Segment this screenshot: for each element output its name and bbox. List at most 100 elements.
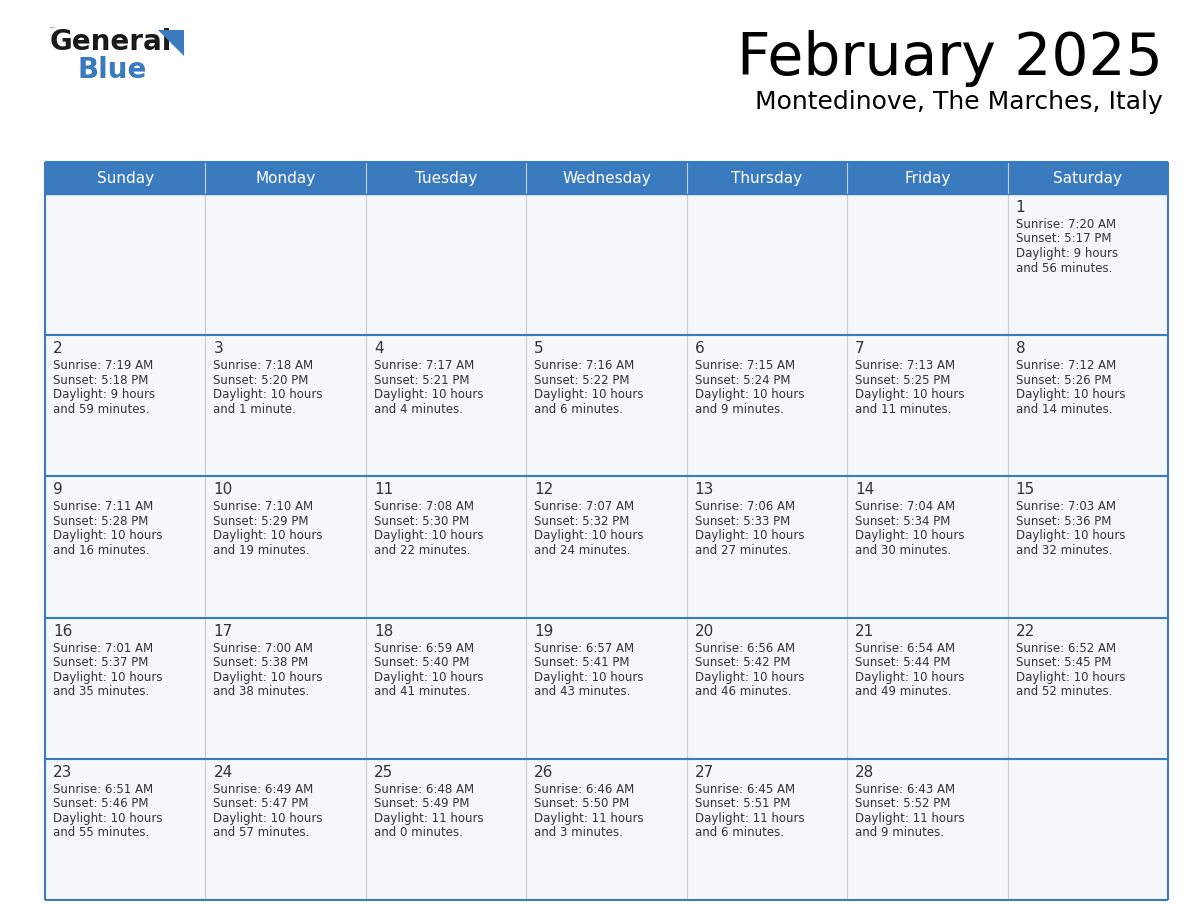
Text: 22: 22	[1016, 623, 1035, 639]
Text: 11: 11	[374, 482, 393, 498]
Text: Sunset: 5:49 PM: Sunset: 5:49 PM	[374, 798, 469, 811]
Text: 7: 7	[855, 341, 865, 356]
Text: Sunrise: 7:18 AM: Sunrise: 7:18 AM	[214, 359, 314, 372]
Text: and 16 minutes.: and 16 minutes.	[53, 543, 150, 557]
Text: Sunrise: 7:13 AM: Sunrise: 7:13 AM	[855, 359, 955, 372]
Text: Sunrise: 6:49 AM: Sunrise: 6:49 AM	[214, 783, 314, 796]
Text: 24: 24	[214, 765, 233, 779]
Text: Sunrise: 6:48 AM: Sunrise: 6:48 AM	[374, 783, 474, 796]
Text: 21: 21	[855, 623, 874, 639]
Bar	[687, 162, 847, 194]
Text: and 11 minutes.: and 11 minutes.	[855, 403, 952, 416]
Bar	[206, 476, 366, 618]
Text: Daylight: 10 hours: Daylight: 10 hours	[695, 671, 804, 684]
Bar	[687, 335, 847, 476]
Text: Sunrise: 6:59 AM: Sunrise: 6:59 AM	[374, 642, 474, 655]
Text: Daylight: 10 hours: Daylight: 10 hours	[214, 671, 323, 684]
Bar	[206, 162, 366, 194]
Text: and 22 minutes.: and 22 minutes.	[374, 543, 470, 557]
Text: and 30 minutes.: and 30 minutes.	[855, 543, 952, 557]
Text: 8: 8	[1016, 341, 1025, 356]
Bar	[45, 476, 206, 618]
Text: Sunrise: 7:11 AM: Sunrise: 7:11 AM	[53, 500, 153, 513]
Bar	[366, 335, 526, 476]
Text: and 59 minutes.: and 59 minutes.	[53, 403, 150, 416]
Text: Daylight: 10 hours: Daylight: 10 hours	[214, 812, 323, 824]
Text: Daylight: 10 hours: Daylight: 10 hours	[53, 530, 163, 543]
Text: Blue: Blue	[78, 56, 147, 84]
Bar	[366, 618, 526, 759]
Text: Sunset: 5:51 PM: Sunset: 5:51 PM	[695, 798, 790, 811]
Text: Daylight: 10 hours: Daylight: 10 hours	[1016, 671, 1125, 684]
Bar	[526, 759, 687, 900]
Text: 6: 6	[695, 341, 704, 356]
Text: and 3 minutes.: and 3 minutes.	[535, 826, 624, 839]
Text: Friday: Friday	[904, 171, 950, 185]
Bar	[847, 162, 1007, 194]
Text: Sunset: 5:21 PM: Sunset: 5:21 PM	[374, 374, 469, 386]
Bar	[366, 476, 526, 618]
Text: 15: 15	[1016, 482, 1035, 498]
Text: Sunset: 5:28 PM: Sunset: 5:28 PM	[53, 515, 148, 528]
Text: Daylight: 11 hours: Daylight: 11 hours	[695, 812, 804, 824]
Text: Sunset: 5:34 PM: Sunset: 5:34 PM	[855, 515, 950, 528]
Text: Sunset: 5:40 PM: Sunset: 5:40 PM	[374, 656, 469, 669]
Text: Sunrise: 7:00 AM: Sunrise: 7:00 AM	[214, 642, 314, 655]
Bar	[45, 162, 206, 194]
Text: Daylight: 10 hours: Daylight: 10 hours	[535, 388, 644, 401]
Bar	[366, 759, 526, 900]
Text: Montedinove, The Marches, Italy: Montedinove, The Marches, Italy	[756, 90, 1163, 114]
Text: and 43 minutes.: and 43 minutes.	[535, 685, 631, 698]
Text: and 19 minutes.: and 19 minutes.	[214, 543, 310, 557]
Text: 3: 3	[214, 341, 223, 356]
Text: Sunrise: 7:07 AM: Sunrise: 7:07 AM	[535, 500, 634, 513]
Text: and 6 minutes.: and 6 minutes.	[535, 403, 624, 416]
Text: 16: 16	[53, 623, 72, 639]
Bar	[847, 335, 1007, 476]
Bar	[45, 194, 206, 335]
Text: Daylight: 10 hours: Daylight: 10 hours	[535, 671, 644, 684]
Text: Daylight: 10 hours: Daylight: 10 hours	[695, 530, 804, 543]
Text: 10: 10	[214, 482, 233, 498]
Text: 1: 1	[1016, 200, 1025, 215]
Text: Daylight: 10 hours: Daylight: 10 hours	[1016, 530, 1125, 543]
Text: Sunset: 5:42 PM: Sunset: 5:42 PM	[695, 656, 790, 669]
Text: Sunset: 5:37 PM: Sunset: 5:37 PM	[53, 656, 148, 669]
Text: Sunrise: 7:10 AM: Sunrise: 7:10 AM	[214, 500, 314, 513]
Bar	[206, 335, 366, 476]
Text: Daylight: 10 hours: Daylight: 10 hours	[374, 671, 484, 684]
Bar	[526, 194, 687, 335]
Text: and 6 minutes.: and 6 minutes.	[695, 826, 784, 839]
Text: Sunrise: 7:19 AM: Sunrise: 7:19 AM	[53, 359, 153, 372]
Text: Daylight: 10 hours: Daylight: 10 hours	[695, 388, 804, 401]
Text: Sunrise: 6:51 AM: Sunrise: 6:51 AM	[53, 783, 153, 796]
Text: Sunrise: 7:04 AM: Sunrise: 7:04 AM	[855, 500, 955, 513]
Text: Wednesday: Wednesday	[562, 171, 651, 185]
Text: 18: 18	[374, 623, 393, 639]
Text: 17: 17	[214, 623, 233, 639]
Text: Sunrise: 7:06 AM: Sunrise: 7:06 AM	[695, 500, 795, 513]
Text: Daylight: 10 hours: Daylight: 10 hours	[855, 388, 965, 401]
Text: 4: 4	[374, 341, 384, 356]
Text: Sunrise: 7:16 AM: Sunrise: 7:16 AM	[535, 359, 634, 372]
Text: and 0 minutes.: and 0 minutes.	[374, 826, 463, 839]
Text: Sunset: 5:20 PM: Sunset: 5:20 PM	[214, 374, 309, 386]
Bar	[526, 162, 687, 194]
Text: Monday: Monday	[255, 171, 316, 185]
Text: Sunday: Sunday	[96, 171, 153, 185]
Text: Sunrise: 7:01 AM: Sunrise: 7:01 AM	[53, 642, 153, 655]
Text: Daylight: 10 hours: Daylight: 10 hours	[214, 388, 323, 401]
Text: Sunset: 5:24 PM: Sunset: 5:24 PM	[695, 374, 790, 386]
Text: and 57 minutes.: and 57 minutes.	[214, 826, 310, 839]
Text: Tuesday: Tuesday	[415, 171, 478, 185]
Text: Sunset: 5:44 PM: Sunset: 5:44 PM	[855, 656, 950, 669]
Text: Daylight: 10 hours: Daylight: 10 hours	[535, 530, 644, 543]
Text: Thursday: Thursday	[732, 171, 802, 185]
Bar	[1007, 759, 1168, 900]
Text: 27: 27	[695, 765, 714, 779]
Text: and 9 minutes.: and 9 minutes.	[855, 826, 944, 839]
Text: and 41 minutes.: and 41 minutes.	[374, 685, 470, 698]
Bar	[366, 194, 526, 335]
Text: 19: 19	[535, 623, 554, 639]
Bar	[1007, 618, 1168, 759]
